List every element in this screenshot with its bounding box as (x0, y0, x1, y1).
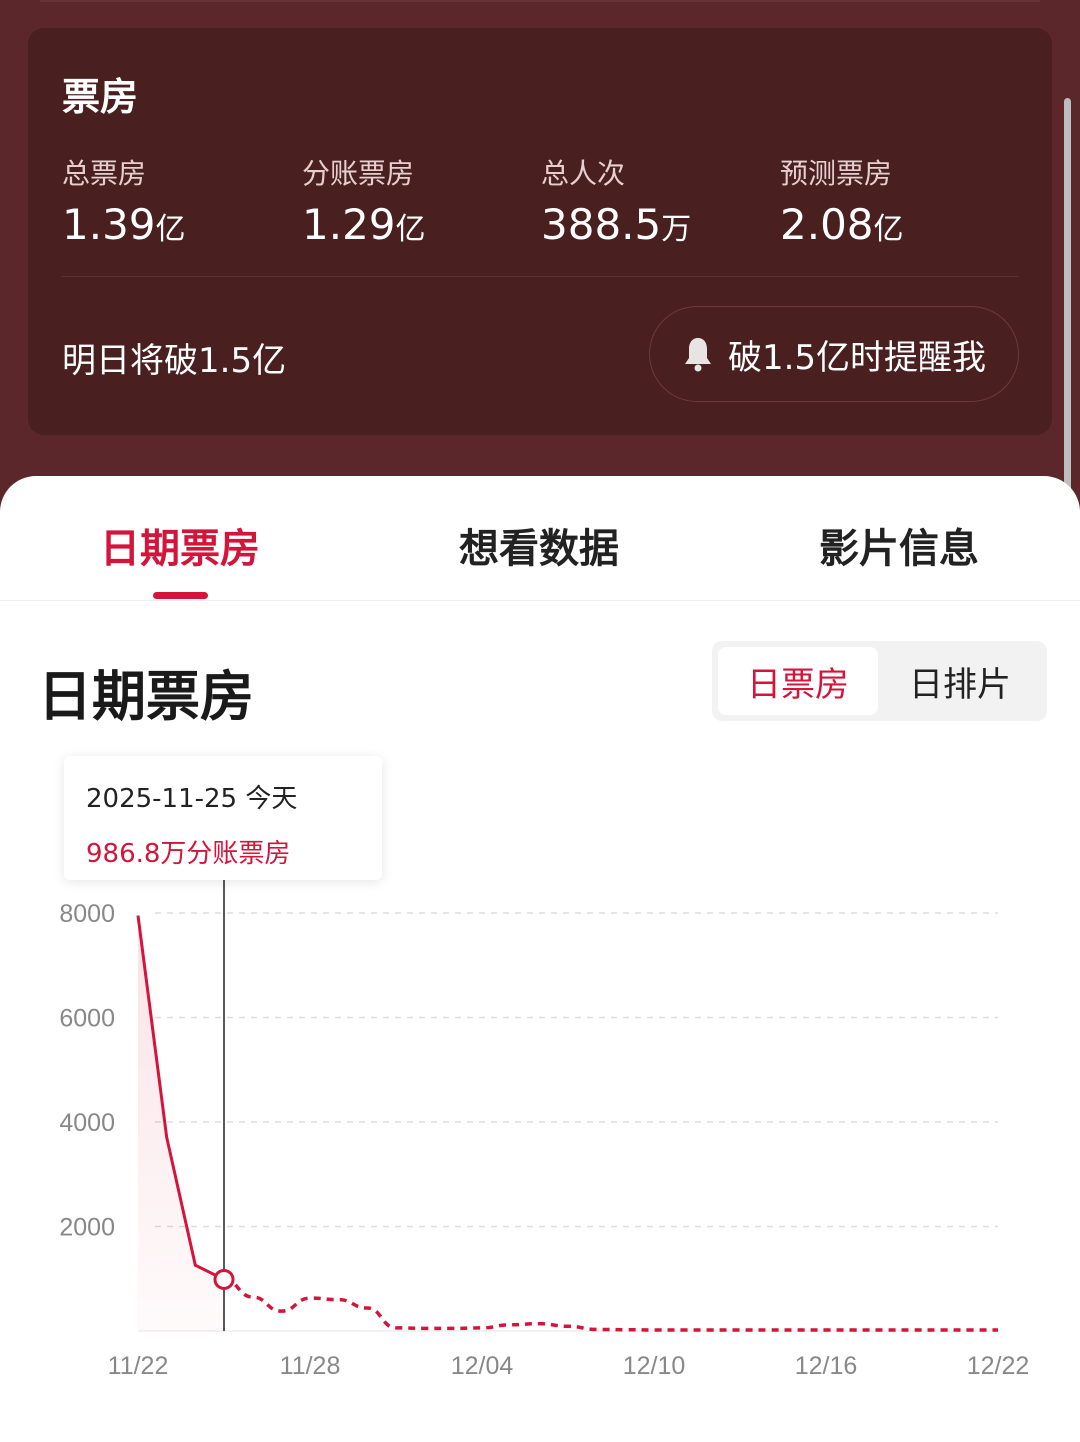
content-sheet: 日期票房 想看数据 影片信息 日期票房 日票房 日排片 8000 6000 4000… (0, 476, 1080, 1442)
remind-label: 破1.5亿时提醒我 (727, 337, 987, 378)
stat-label: 分账票房 (302, 157, 415, 190)
section-title: 日期票房 (38, 665, 254, 728)
tab-bar: 日期票房 想看数据 影片信息 (0, 476, 1080, 601)
tab-want-to-see[interactable]: 想看数据 (459, 526, 619, 572)
tab-daily-box-office[interactable]: 日期票房 (100, 526, 260, 572)
divider (62, 276, 1018, 277)
stat-value: 2.08 (780, 200, 874, 249)
stat-unit: 亿 (873, 212, 904, 247)
stat-value: 388.5 (541, 200, 662, 249)
bell-icon (684, 338, 711, 372)
area-fill (138, 915, 224, 1331)
box-office-card: 票房 总票房 1.39亿 分账票房 1.29亿 总人次 388.5万 预测票房 2.08… (28, 28, 1052, 435)
chart-tooltip: 2025-11-25 今天 986.8万分账票房 (64, 756, 382, 880)
forecast-series-line (223, 1277, 998, 1332)
scrollbar[interactable] (1064, 98, 1071, 803)
stat-forecast: 预测票房 2.08亿 (780, 152, 904, 249)
header-divider (40, 0, 1040, 2)
x-tick-label: 12/22 (967, 1352, 1030, 1380)
card-title: 票房 (62, 75, 139, 119)
forecast-text: 明日将破1.5亿 (62, 341, 287, 381)
toggle-daily-screenings[interactable]: 日排片 (909, 664, 1011, 705)
actual-series-line (136, 915, 225, 1281)
active-tab-indicator (153, 592, 208, 599)
stat-label: 预测票房 (780, 157, 893, 190)
remind-button[interactable]: 破1.5亿时提醒我 (649, 306, 1019, 402)
stat-unit: 万 (661, 212, 692, 247)
stat-value: 1.39 (62, 200, 156, 249)
stat-total: 总票房 1.39亿 (62, 152, 186, 249)
x-tick-label: 11/28 (280, 1352, 341, 1380)
stat-label: 总人次 (541, 157, 626, 190)
toggle-daily-box-office[interactable]: 日票房 (718, 647, 878, 715)
x-tick-label: 12/10 (623, 1352, 686, 1380)
stat-unit: 亿 (395, 212, 426, 247)
stat-label: 总票房 (62, 157, 147, 190)
y-tick-label: 2000 (59, 1214, 115, 1242)
x-tick-label: 12/16 (795, 1352, 858, 1380)
stat-unit: 亿 (155, 212, 186, 247)
selected-point (213, 1268, 235, 1290)
y-tick-label: 8000 (59, 900, 115, 928)
tooltip-value: 986.8万分账票房 (86, 839, 291, 869)
x-tick-label: 12/04 (451, 1352, 514, 1380)
x-tick-label: 11/22 (108, 1352, 169, 1380)
stat-value: 1.29 (302, 200, 396, 249)
stat-admissions: 总人次 388.5万 (541, 152, 691, 249)
view-toggle: 日票房 日排片 (712, 641, 1047, 721)
tooltip-date: 2025-11-25 今天 (86, 784, 298, 814)
stat-split: 分账票房 1.29亿 (302, 152, 426, 249)
tab-film-info[interactable]: 影片信息 (819, 526, 979, 572)
y-tick-label: 4000 (59, 1109, 115, 1137)
box-office-chart[interactable]: 8000 6000 4000 2000 11/22 11/28 12/04 12/10 12/1… (0, 476, 1080, 1442)
y-tick-label: 6000 (59, 1005, 115, 1033)
